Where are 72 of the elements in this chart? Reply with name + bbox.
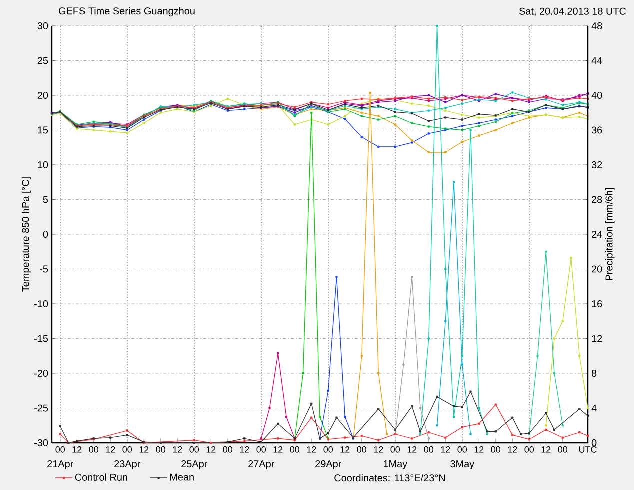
text: 29Apr — [316, 460, 342, 470]
text: 25Apr — [182, 460, 208, 470]
x-tick-label: 00 — [491, 446, 501, 453]
x-tick-label: 12 — [340, 446, 350, 453]
x-tick-label: 00 — [424, 446, 434, 453]
y2-tick-label: 12 — [592, 335, 602, 342]
x-tick-label: 00 — [558, 446, 568, 453]
x-tick-label: UTC — [579, 446, 597, 453]
x-tick-label: 00 — [190, 446, 200, 453]
y-axis-title: Temperature 850 hPa [°C] — [22, 178, 32, 292]
y2-tick-label: 48 — [592, 22, 602, 30]
y2-axis-title: Precipitation [mm/6h] — [605, 188, 615, 280]
y-tick-label: 20 — [38, 92, 48, 100]
x-tick-label: 00 — [290, 446, 300, 453]
legend-label: Mean — [170, 474, 194, 481]
y2-tick-label: 16 — [592, 300, 602, 308]
y2-tick-label: 32 — [592, 161, 602, 169]
y2-tick-label: 40 — [592, 92, 602, 100]
x-tick-label: 00 — [89, 446, 99, 453]
x-tick-label: 12 — [106, 446, 116, 453]
x-tick-label: 00 — [390, 446, 400, 453]
x-tick-label: 12 — [72, 446, 82, 453]
x-tick-label: 12 — [240, 446, 250, 453]
text: 3May — [450, 460, 475, 470]
y-tick-label: 10 — [38, 161, 48, 169]
text: 23Apr — [114, 460, 141, 470]
x-tick-label: 12 — [441, 446, 450, 453]
y2-tick-label: 20 — [592, 266, 602, 273]
x-tick-label: 12 — [542, 446, 551, 453]
legend-label: Control Run — [75, 474, 128, 481]
y2-tick-label: 4 — [592, 404, 597, 412]
y2-tick-label: 24 — [592, 231, 602, 238]
y-tick-label: -10 — [34, 300, 48, 308]
x-tick-label: 12 — [408, 446, 417, 453]
x-tick-label: 12 — [307, 446, 316, 453]
x-tick-label: 00 — [122, 446, 132, 453]
y-tick-label: 0 — [43, 230, 48, 238]
x-tick-label: 00 — [256, 446, 266, 453]
text: 27Apr — [248, 460, 275, 470]
y-tick-label: 30 — [38, 22, 48, 30]
x-tick-label: 12 — [140, 446, 149, 453]
x-tick-label: 00 — [458, 446, 468, 453]
text: 1May — [384, 460, 408, 470]
y2-tick-label: 28 — [592, 196, 602, 204]
chart-subtitle: Sat, 20.04.2013 18 UTC — [519, 8, 626, 16]
y-tick-label: -30 — [34, 439, 48, 447]
x-tick-label: 00 — [156, 446, 166, 453]
x-tick-label: 00 — [223, 446, 233, 453]
y2-tick-label: 8 — [592, 370, 597, 378]
y-tick-label: -5 — [40, 266, 48, 273]
x-tick-label: 12 — [474, 446, 484, 453]
x-tick-label: 00 — [324, 446, 334, 453]
y2-tick-label: 0 — [592, 439, 597, 447]
y-tick-label: 5 — [43, 196, 48, 204]
y2-tick-label: 36 — [592, 126, 602, 134]
y-tick-label: -15 — [34, 335, 48, 342]
text: 21Apr — [48, 460, 74, 470]
x-tick-label: 12 — [173, 446, 182, 453]
x-tick-label: 12 — [206, 446, 216, 453]
y-tick-label: 25 — [38, 57, 48, 64]
chart-title: GEFS Time Series Guangzhou — [59, 7, 195, 17]
y2-tick-label: 44 — [592, 57, 602, 64]
x-tick-label: 00 — [56, 446, 66, 453]
x-tick-label: 12 — [374, 446, 384, 453]
x-tick-label: 12 — [274, 446, 283, 453]
x-tick-label: 00 — [357, 446, 367, 453]
x-tick-label: 00 — [524, 446, 534, 453]
text: Coordinates: 113°E/23°N — [334, 474, 446, 482]
y-tick-label: 15 — [38, 126, 48, 134]
y-tick-label: -25 — [34, 404, 48, 412]
x-tick-label: 12 — [508, 446, 518, 453]
y-tick-label: -20 — [34, 370, 48, 378]
